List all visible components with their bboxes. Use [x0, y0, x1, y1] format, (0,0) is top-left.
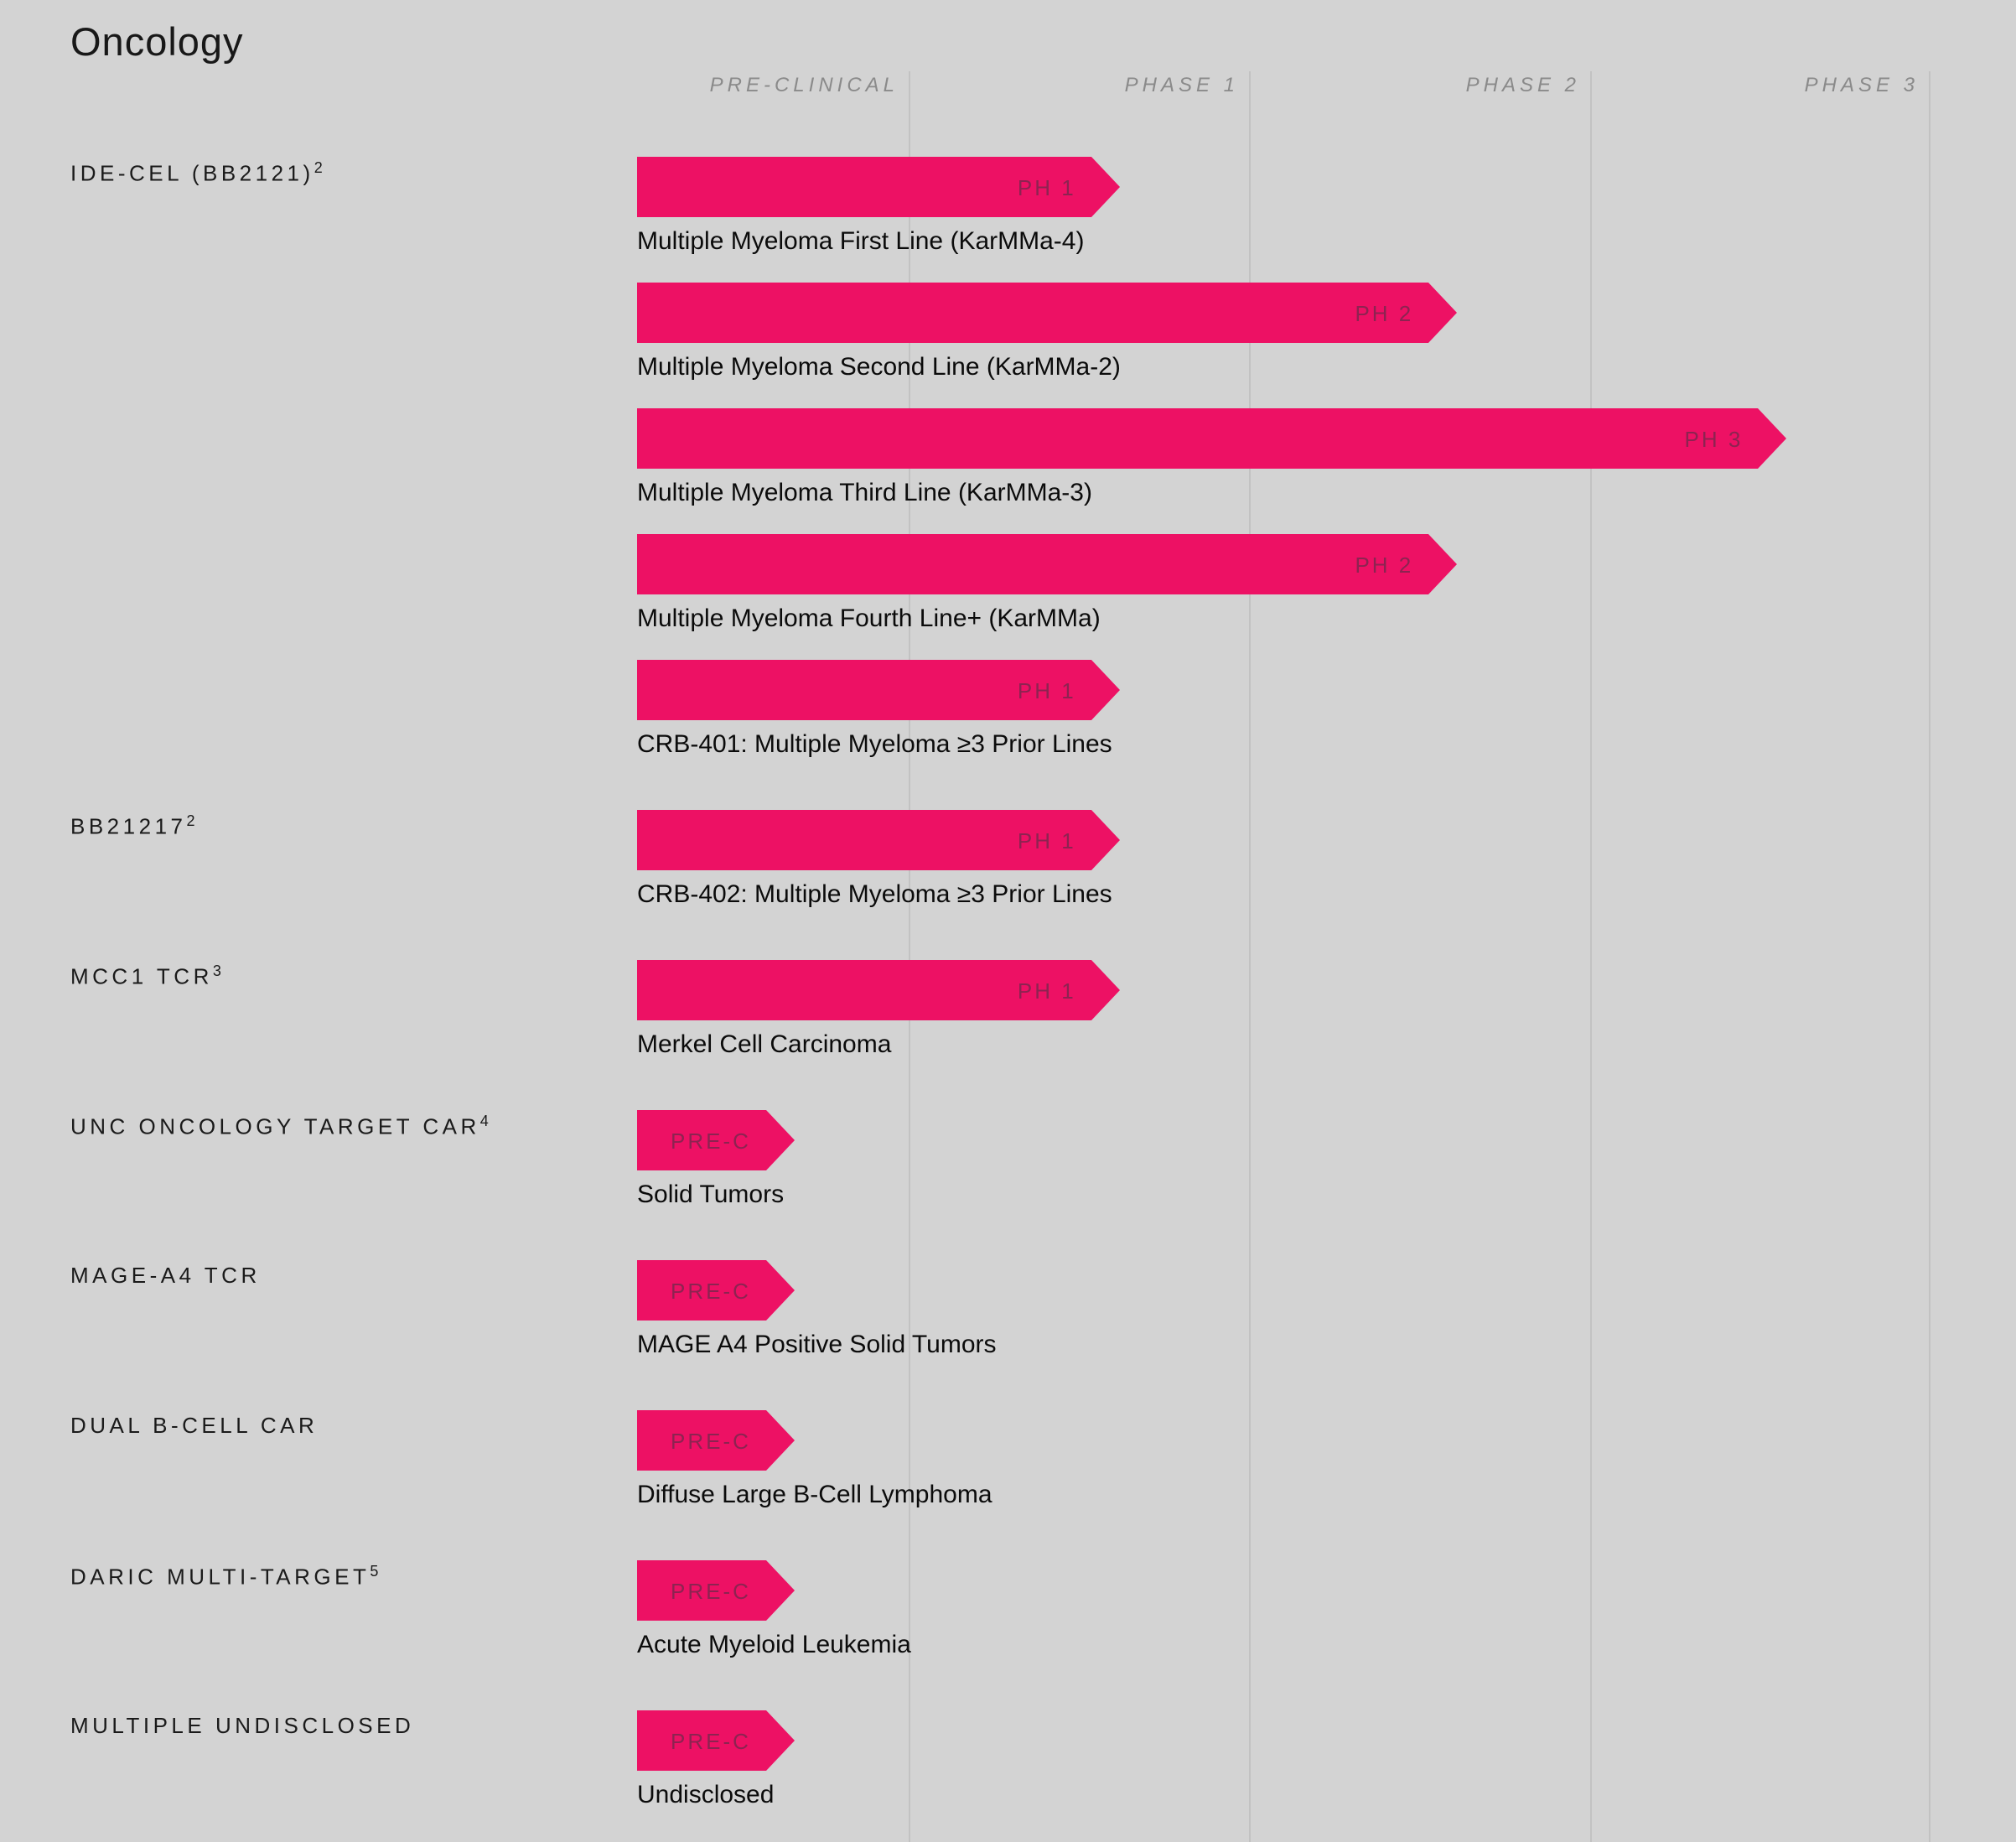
- trial-indication-label: Multiple Myeloma Third Line (KarMMa-3): [637, 479, 1092, 506]
- stage-bar-label: PH 2: [1355, 301, 1414, 326]
- footnote-marker: 5: [370, 1563, 379, 1580]
- program-label-daric-multi-target: DARIC MULTI-TARGET5: [70, 1563, 379, 1590]
- stage-bar-arrowhead: [765, 1710, 795, 1771]
- trial-indication-label: Multiple Myeloma First Line (KarMMa-4): [637, 227, 1085, 255]
- trial-indication-label: Multiple Myeloma Second Line (KarMMa-2): [637, 353, 1121, 381]
- stage-bar-arrowhead: [765, 1110, 795, 1170]
- stage-bar-label: PH 2: [1355, 553, 1414, 578]
- trial-indication-label: CRB-402: Multiple Myeloma ≥3 Prior Lines: [637, 880, 1112, 908]
- stage-bar-arrowhead: [765, 1410, 795, 1471]
- stage-bar-arrowhead: [1091, 660, 1120, 720]
- trial-indication-label: Merkel Cell Carcinoma: [637, 1030, 892, 1058]
- stage-bar: PRE-C: [637, 1560, 766, 1621]
- footnote-marker: 4: [479, 1113, 489, 1129]
- stage-bar: PRE-C: [637, 1110, 766, 1170]
- stage-bar-label: PRE-C: [671, 1279, 751, 1304]
- phase-header-pre-clinical: PRE-CLINICAL: [709, 74, 899, 96]
- program-label-bb21217: BB212172: [70, 812, 195, 839]
- stage-bar-label: PH 3: [1684, 427, 1744, 452]
- stage-bar-label: PRE-C: [671, 1579, 751, 1604]
- footnote-marker: 2: [314, 159, 323, 176]
- stage-bar-arrowhead: [1091, 960, 1120, 1020]
- trial-indication-label: Multiple Myeloma Fourth Line+ (KarMMa): [637, 604, 1101, 632]
- stage-bar: PH 1: [637, 157, 1091, 217]
- stage-bar: PH 2: [637, 283, 1429, 343]
- stage-bar-label: PRE-C: [671, 1429, 751, 1454]
- stage-bar-label: PH 1: [1017, 978, 1076, 1004]
- stage-bar: PH 1: [637, 810, 1091, 870]
- trial-indication-label: Acute Myeloid Leukemia: [637, 1631, 911, 1658]
- stage-bar-label: PH 1: [1017, 678, 1076, 703]
- page-title: Oncology: [70, 19, 244, 64]
- footnote-marker: 3: [212, 963, 221, 979]
- phase-boundary-line-1: [909, 71, 910, 1842]
- phase-header-phase-1: PHASE 1: [1124, 74, 1239, 96]
- phase-header-phase-2: PHASE 2: [1465, 74, 1580, 96]
- stage-bar-arrowhead: [1091, 810, 1120, 870]
- program-label-mcc1-tcr: MCC1 TCR3: [70, 963, 221, 989]
- stage-bar: PRE-C: [637, 1410, 766, 1471]
- trial-indication-label: MAGE A4 Positive Solid Tumors: [637, 1331, 997, 1358]
- phase-boundary-line-3: [1590, 71, 1592, 1842]
- stage-bar-label: PH 1: [1017, 175, 1076, 200]
- phase-boundary-line-2: [1249, 71, 1251, 1842]
- program-label-mage-a4-tcr: MAGE-A4 TCR: [70, 1263, 261, 1288]
- phase-header-phase-3: PHASE 3: [1804, 74, 1919, 96]
- trial-indication-label: Solid Tumors: [637, 1180, 785, 1208]
- stage-bar-arrowhead: [1091, 157, 1120, 217]
- stage-bar-label: PH 1: [1017, 828, 1076, 854]
- stage-bar-arrowhead: [765, 1260, 795, 1321]
- stage-bar-label: PRE-C: [671, 1129, 751, 1154]
- stage-bar: PRE-C: [637, 1260, 766, 1321]
- program-label-unc-oncology-target-car: UNC ONCOLOGY TARGET CAR4: [70, 1113, 489, 1139]
- stage-bar: PH 1: [637, 960, 1091, 1020]
- stage-bar: PH 2: [637, 534, 1429, 594]
- stage-bar-arrowhead: [765, 1560, 795, 1621]
- trial-indication-label: Diffuse Large B-Cell Lymphoma: [637, 1481, 992, 1508]
- program-label-ide-cel-bb2121: IDE-CEL (BB2121)2: [70, 159, 323, 186]
- footnote-marker: 2: [186, 812, 195, 829]
- stage-bar: PH 1: [637, 660, 1091, 720]
- stage-bar: PH 3: [637, 408, 1759, 469]
- stage-bar: PRE-C: [637, 1710, 766, 1771]
- stage-bar-arrowhead: [1758, 408, 1787, 469]
- phase-boundary-line-4: [1929, 71, 1930, 1842]
- program-label-multiple-undisclosed: MULTIPLE UNDISCLOSED: [70, 1713, 415, 1738]
- stage-bar-label: PRE-C: [671, 1729, 751, 1754]
- stage-bar-arrowhead: [1428, 534, 1458, 594]
- trial-indication-label: Undisclosed: [637, 1781, 775, 1808]
- stage-bar-arrowhead: [1428, 283, 1458, 343]
- program-label-dual-b-cell-car: DUAL B-CELL CAR: [70, 1413, 319, 1438]
- trial-indication-label: CRB-401: Multiple Myeloma ≥3 Prior Lines: [637, 730, 1112, 758]
